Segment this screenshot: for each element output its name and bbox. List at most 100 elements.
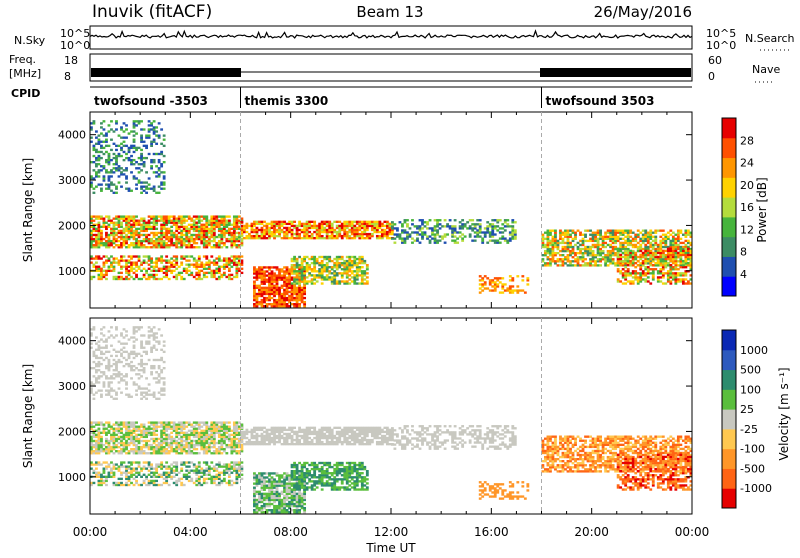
power-cell	[579, 264, 582, 266]
power-cell	[135, 215, 138, 217]
power-cell	[138, 278, 141, 280]
power-cell	[296, 231, 299, 233]
power-cell	[639, 280, 642, 282]
velocity-cell	[173, 442, 176, 444]
velocity-cell	[158, 484, 161, 486]
power-cell	[434, 239, 437, 241]
power-cell	[481, 231, 484, 233]
velocity-cell	[103, 432, 106, 434]
power-cell	[213, 220, 216, 222]
velocity-cell	[223, 450, 226, 452]
power-cell	[135, 188, 138, 190]
power-cell	[218, 272, 221, 274]
velocity-cell	[153, 450, 156, 452]
power-cell	[664, 258, 667, 260]
power-cell	[150, 276, 153, 278]
velocity-cell	[125, 472, 128, 474]
power-cell	[123, 242, 126, 244]
velocity-cell	[133, 436, 136, 438]
power-cell	[301, 293, 304, 295]
power-cell	[647, 236, 650, 238]
power-cell	[266, 291, 269, 293]
power-cell	[168, 270, 171, 272]
velocity-cell	[225, 452, 228, 454]
power-cell	[125, 128, 128, 130]
power-cell	[291, 276, 294, 278]
power-cell	[664, 240, 667, 242]
power-cell	[283, 276, 286, 278]
velocity-cell	[103, 444, 106, 446]
power-cell	[190, 217, 193, 219]
velocity-cell	[118, 436, 121, 438]
power-cell	[296, 287, 299, 289]
power-cell	[153, 226, 156, 228]
power-cell	[383, 229, 386, 231]
velocity-cell	[190, 426, 193, 428]
power-cell	[592, 240, 595, 242]
power-cell	[642, 236, 645, 238]
power-cell	[642, 248, 645, 250]
velocity-cell	[163, 452, 166, 454]
power-cell	[589, 254, 592, 256]
power-cell	[323, 231, 326, 233]
power-cell	[569, 254, 572, 256]
power-cell	[617, 238, 620, 240]
velocity-cell	[110, 472, 113, 474]
power-cell	[283, 237, 286, 239]
velocity-cell	[195, 423, 198, 425]
power-cell	[145, 134, 148, 136]
velocity-cell	[158, 476, 161, 478]
power-cell	[649, 236, 652, 238]
power-cell	[130, 147, 133, 149]
power-cell	[336, 268, 339, 270]
power-cell	[612, 252, 615, 254]
power-cell	[98, 232, 101, 234]
power-cell	[489, 289, 492, 291]
power-cell	[93, 266, 96, 268]
power-cell	[130, 145, 133, 147]
velocity-cell	[185, 440, 188, 442]
power-cell	[296, 266, 299, 268]
power-cell	[205, 242, 208, 244]
power-cell	[140, 242, 143, 244]
power-cell	[150, 141, 153, 143]
power-cell	[276, 229, 279, 231]
power-cell	[246, 235, 249, 237]
power-cell	[253, 221, 256, 223]
power-cell	[276, 266, 279, 268]
power-cell	[406, 225, 409, 227]
power-cell	[266, 287, 269, 289]
power-cell	[627, 242, 630, 244]
power-cell	[283, 235, 286, 237]
power-cell	[318, 274, 321, 276]
power-cell	[203, 246, 206, 248]
power-cell	[363, 229, 366, 231]
velocity-cell	[113, 438, 116, 440]
power-cell	[637, 260, 640, 262]
power-cell	[401, 242, 404, 244]
power-cell	[208, 220, 211, 222]
power-cell	[592, 254, 595, 256]
velocity-cell	[145, 478, 148, 480]
power-cell	[130, 226, 133, 228]
power-cell	[120, 217, 123, 219]
power-cell	[173, 270, 176, 272]
power-cell	[148, 255, 151, 257]
velocity-cell	[220, 428, 223, 430]
velocity-cell	[113, 452, 116, 454]
power-cell	[283, 305, 286, 307]
velocity-cell	[168, 450, 171, 452]
power-cell	[654, 258, 657, 260]
velocity-cell	[120, 438, 123, 440]
power-cell	[128, 244, 131, 246]
power-cell	[451, 239, 454, 241]
power-cell	[180, 246, 183, 248]
power-cell	[93, 215, 96, 217]
power-cell	[228, 238, 231, 240]
power-cell	[183, 240, 186, 242]
power-cell	[491, 227, 494, 229]
power-cell	[461, 233, 464, 235]
power-cell	[95, 261, 98, 263]
power-cell	[145, 230, 148, 232]
power-cell	[160, 163, 163, 165]
